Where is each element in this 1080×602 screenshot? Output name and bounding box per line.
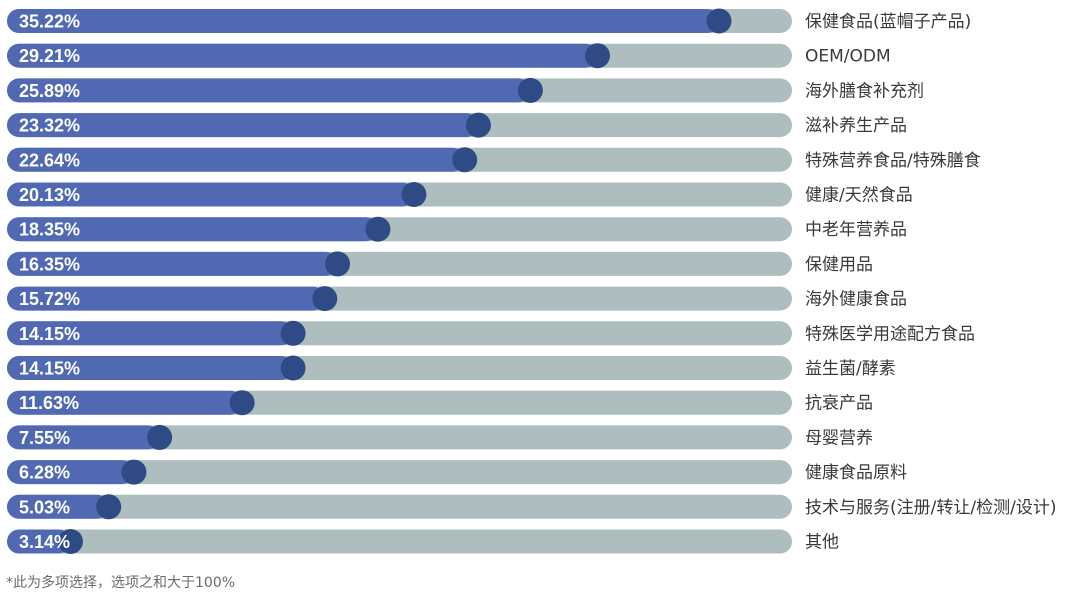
value-label: 11.63%: [19, 393, 79, 413]
bar-fill: [7, 460, 134, 485]
bar-end-knob: [365, 216, 391, 242]
bar-fill: [7, 356, 294, 380]
category-label: 保健用品: [805, 255, 873, 275]
category-label: 滋补养生产品: [805, 116, 907, 136]
value-label: 29.21%: [19, 46, 80, 66]
bar-fill: [7, 425, 160, 450]
category-label: 抗衰产品: [805, 394, 873, 414]
footnote: *此为多项选择，选项之和大于100%: [6, 575, 236, 591]
value-label: 7.55%: [19, 428, 70, 448]
category-label: 健康/天然食品: [805, 186, 913, 206]
category-label: 母婴营养: [805, 428, 873, 448]
category-label: OEM/ODM: [805, 47, 891, 67]
value-label: 15.72%: [19, 289, 80, 309]
category-label: 健康食品原料: [805, 463, 907, 483]
category-label: 技术与服务(注册/转让/检测/设计): [805, 498, 1056, 518]
bar-end-knob: [706, 8, 732, 34]
value-label: 14.15%: [19, 359, 80, 379]
value-label: 16.35%: [19, 254, 80, 274]
value-label: 23.32%: [19, 116, 80, 136]
category-label: 海外膳食补充剂: [805, 81, 924, 101]
bar-track: [7, 460, 792, 485]
bar-fill: [7, 182, 414, 207]
bar-end-knob: [147, 424, 173, 450]
bar-fill: [7, 113, 479, 138]
value-label: 3.14%: [19, 532, 70, 552]
bar-fill: [7, 43, 598, 68]
value-label: 20.13%: [19, 185, 80, 205]
bar-track: [7, 425, 792, 450]
bar-chart: 35.22% 保健食品(蓝帽子产品) 29.21% OEM/ODM 25.89% 海外膳食…: [7, 8, 1056, 554]
category-label: 中老年营养品: [805, 220, 907, 240]
category-label: 保健食品(蓝帽子产品): [805, 12, 971, 32]
value-label: 5.03%: [19, 497, 70, 517]
bar-end-knob: [280, 320, 306, 346]
bar-fill: [7, 78, 531, 103]
bar-end-knob: [465, 112, 491, 138]
bar-fill: [7, 321, 294, 346]
bar-end-knob: [401, 182, 427, 207]
category-label: 特殊营养食品/特殊膳食: [805, 151, 981, 171]
bar-end-knob: [312, 286, 338, 312]
bar-end-knob: [325, 251, 351, 277]
bar-fill: [7, 217, 378, 242]
bar-end-knob: [96, 494, 122, 520]
bar-end-knob: [280, 355, 306, 381]
bar-fill: [7, 9, 719, 33]
category-label: 特殊医学用途配方食品: [805, 324, 975, 344]
bar-end-knob: [585, 43, 611, 69]
bar-track: [7, 494, 792, 519]
value-label: 35.22%: [19, 12, 80, 32]
bar-end-knob: [229, 390, 255, 416]
bar-fill: [7, 286, 325, 311]
bar-fill: [7, 147, 465, 172]
value-label: 22.64%: [19, 150, 80, 170]
bar-end-knob: [121, 459, 147, 485]
value-label: 25.89%: [19, 81, 80, 101]
value-label: 18.35%: [19, 220, 80, 240]
bar-fill: [7, 494, 109, 519]
bar-fill: [7, 529, 71, 554]
bar-end-knob: [452, 147, 478, 173]
bar-fill: [7, 251, 338, 276]
bar-track: [7, 529, 792, 554]
category-label: 海外健康食品: [805, 290, 907, 310]
bar-end-knob: [57, 529, 83, 554]
category-label: 益生菌/酵素: [805, 359, 896, 379]
category-label: 其他: [805, 533, 839, 553]
bar-end-knob: [517, 77, 543, 103]
value-label: 14.15%: [19, 324, 80, 344]
bar-fill: [7, 390, 243, 415]
value-label: 6.28%: [19, 463, 70, 483]
